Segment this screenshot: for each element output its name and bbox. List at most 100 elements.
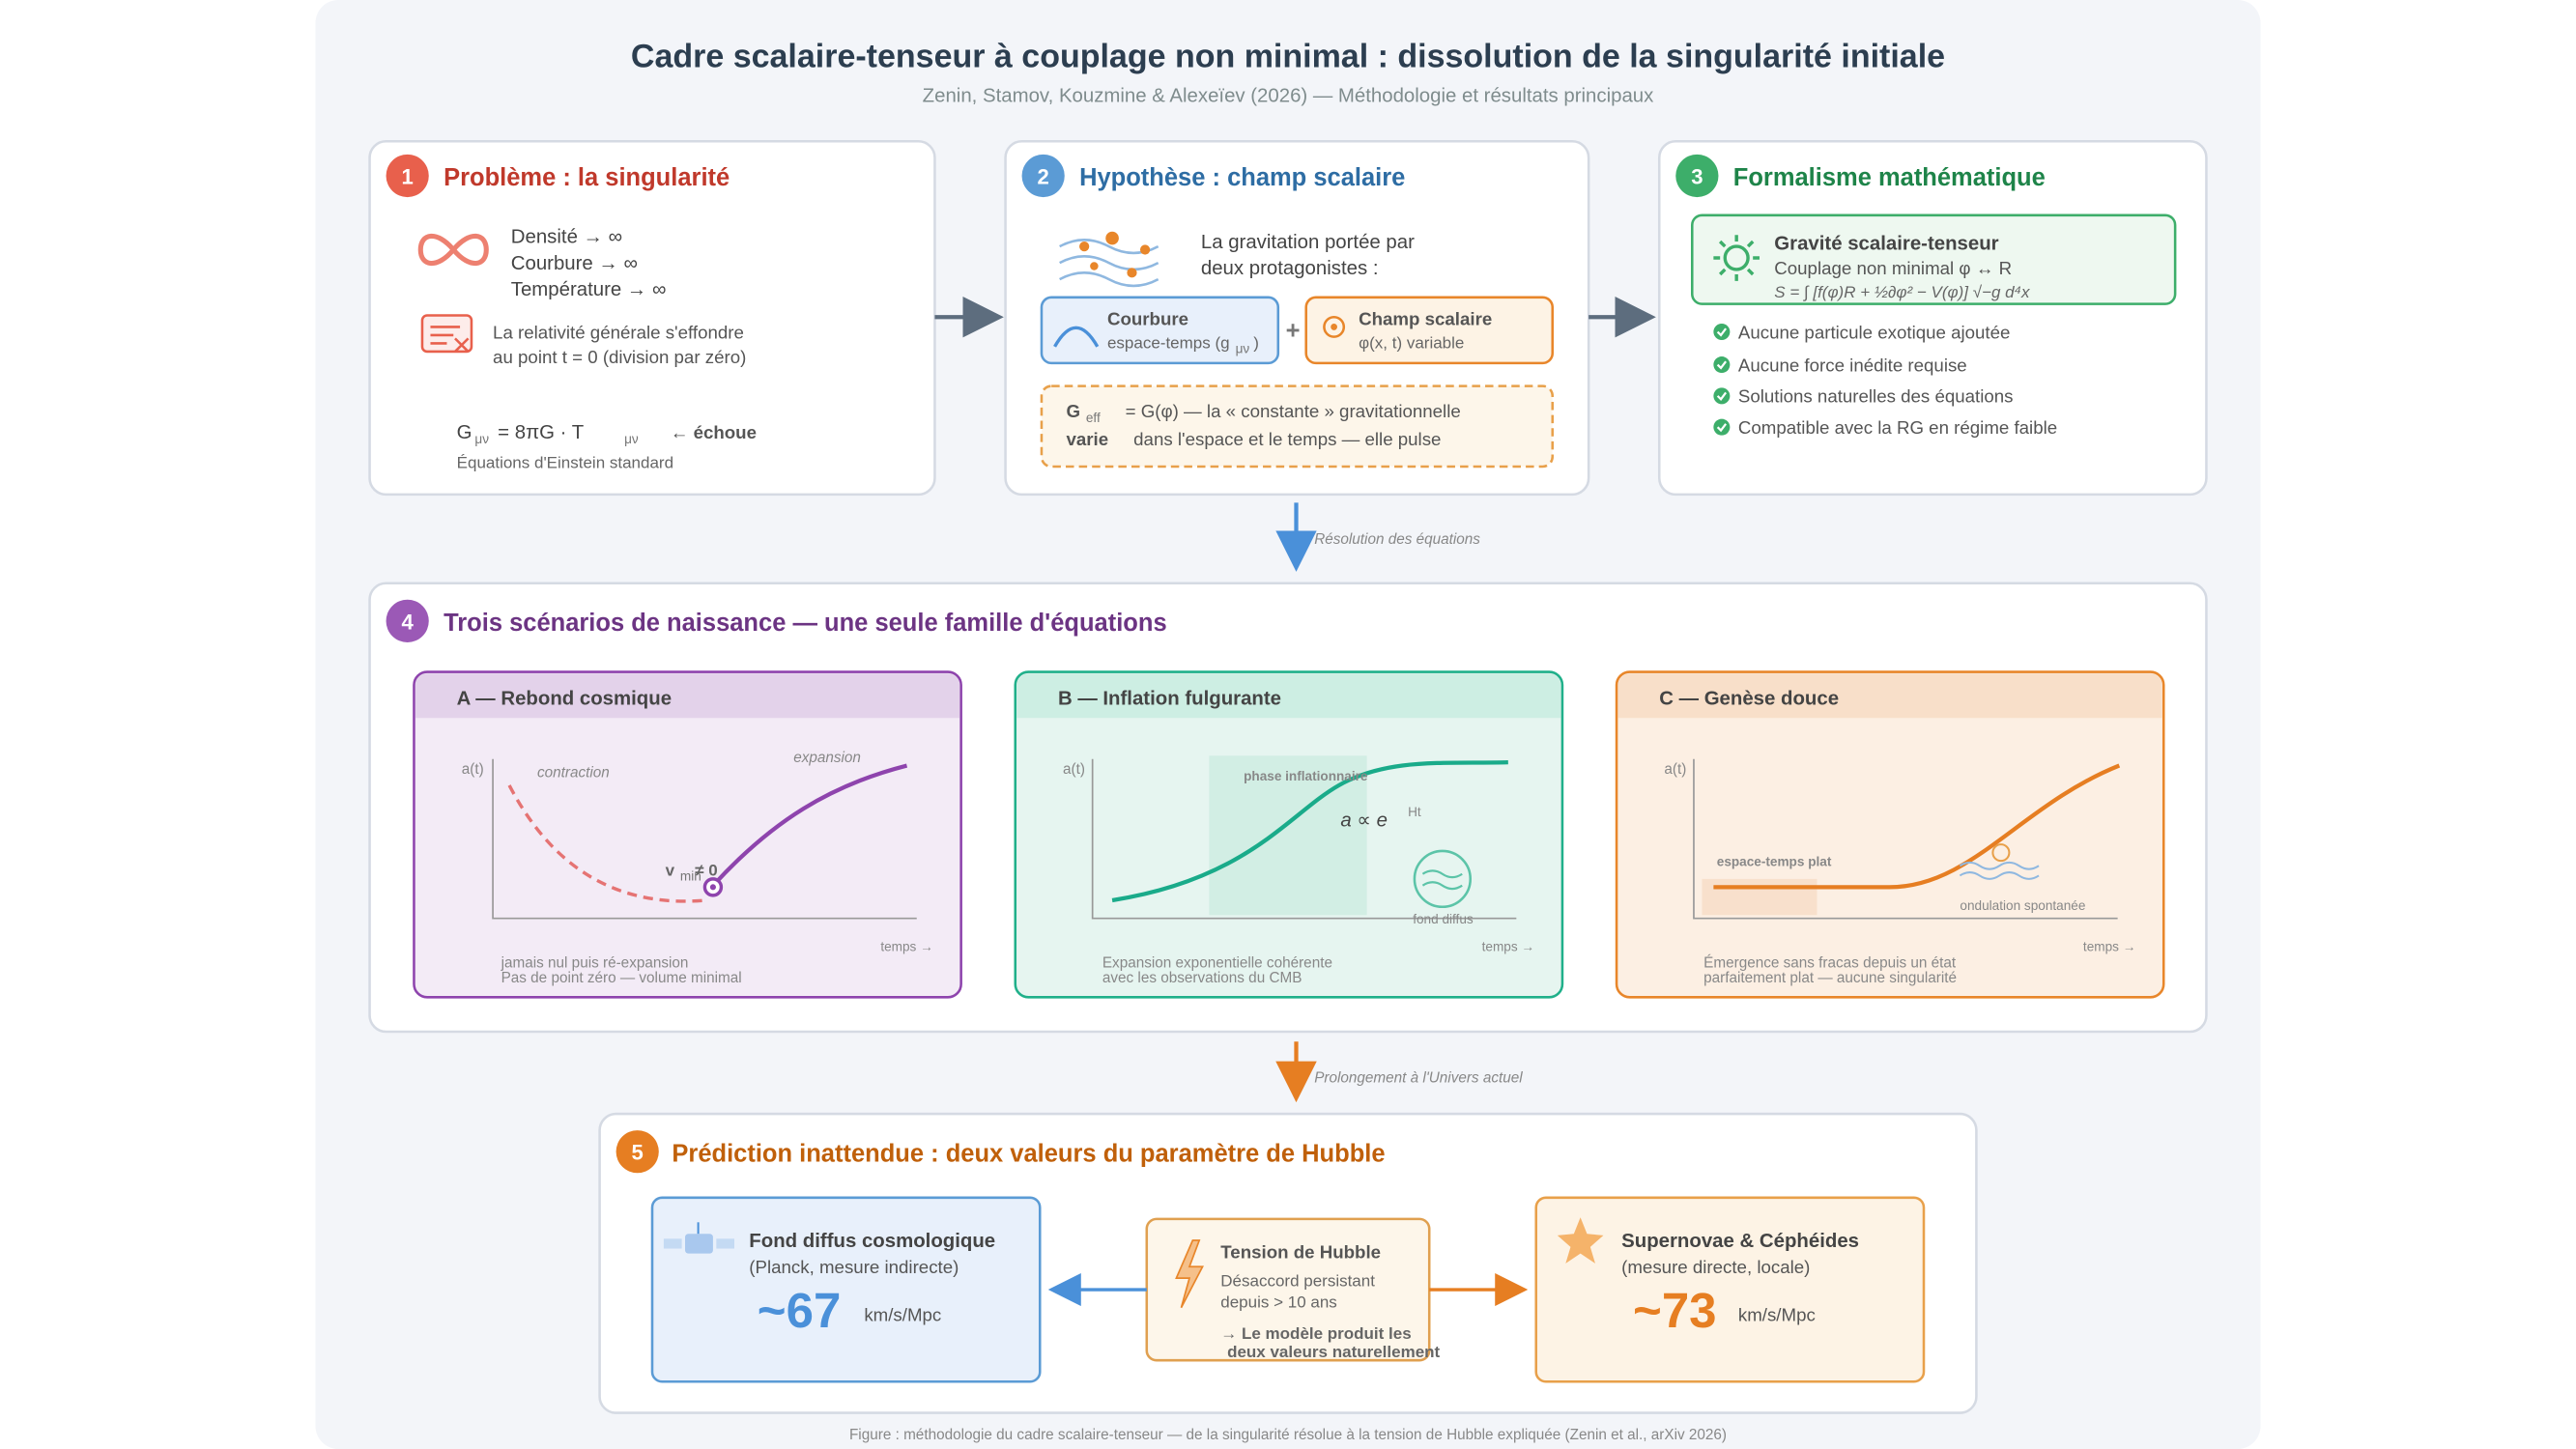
text: expansion <box>793 750 861 766</box>
text: a(t) <box>1063 761 1085 778</box>
text: deux valeurs naturellement <box>1227 1343 1440 1361</box>
check <box>1713 418 1731 436</box>
text: Gravité scalaire-tenseur <box>1774 234 1998 255</box>
dot <box>1090 262 1099 270</box>
sun-icon <box>1723 244 1750 271</box>
axes <box>1693 758 2118 920</box>
text: Aucune particule exotique ajoutée <box>1738 322 2011 342</box>
cmb-icon <box>1413 849 1473 909</box>
text: parfaitement plat — aucune singularité <box>1703 970 1957 986</box>
text: Problème : la singularité <box>444 164 730 191</box>
check <box>1713 356 1731 374</box>
text: Résolution des équations <box>1314 531 1480 548</box>
card <box>1657 139 2208 497</box>
text: (Planck, mesure indirecte) <box>749 1257 959 1277</box>
text: au point t = 0 (division par zéro) <box>493 347 746 367</box>
cmb-waves <box>1421 869 1463 891</box>
text: eff <box>1086 411 1101 425</box>
text: φ(x, t) variable <box>1359 334 1464 353</box>
ripple-icon <box>1991 843 2011 863</box>
text: Figure : méthodologie du cadre scalaire-… <box>849 1427 1727 1443</box>
text: B — Inflation fulgurante <box>1058 689 1281 710</box>
text: a(t) <box>1664 761 1686 778</box>
text: Pas de point zéro — volume minimal <box>501 970 742 986</box>
text: jamais nul puis ré-expansion <box>501 955 689 972</box>
ripple-waves <box>1959 861 2040 880</box>
text: Couplage non minimal φ ↔ R <box>1774 258 2012 278</box>
text: deux protagonistes : <box>1201 258 1379 279</box>
dot <box>1079 242 1090 252</box>
genesis-curve <box>1713 763 2121 890</box>
text: a(t) <box>462 761 484 778</box>
text: Compatible avec la RG en régime faible <box>1738 417 2057 438</box>
text: Trois scénarios de naissance — une seule… <box>444 610 1167 637</box>
text: espace-temps (g <box>1107 334 1230 353</box>
text: Courbure <box>1107 309 1188 329</box>
text: Ht <box>1408 805 1421 819</box>
axes <box>1091 758 1517 920</box>
text: 2 <box>1038 164 1049 188</box>
check <box>1713 387 1731 405</box>
text: La gravitation portée par <box>1201 232 1415 253</box>
check <box>1713 324 1731 341</box>
flat-zone <box>1702 878 1818 916</box>
text: Prolongement à l'Univers actuel <box>1314 1070 1523 1087</box>
text: Cadre scalaire-tenseur à couplage non mi… <box>631 39 1945 75</box>
text: = 8πG · T <box>498 422 584 443</box>
satellite-panel <box>716 1238 735 1249</box>
text: avec les observations du CMB <box>1102 970 1302 986</box>
text: Aucune force inédite requise <box>1738 355 1967 375</box>
badge <box>1675 154 1719 198</box>
text: + <box>1286 317 1301 344</box>
text: ≠ 0 <box>695 861 718 879</box>
text: Fond diffus cosmologique <box>749 1231 995 1252</box>
text: (mesure directe, locale) <box>1621 1257 1810 1277</box>
text: espace-temps plat <box>1717 854 1832 868</box>
text: dans l'espace et le temps — elle pulse <box>1133 429 1441 449</box>
dot <box>1127 268 1137 278</box>
text: contraction <box>537 764 610 781</box>
text: Supernovae & Céphéides <box>1621 1231 1859 1252</box>
text: v <box>666 861 675 879</box>
axes <box>492 758 917 920</box>
badge <box>615 1130 659 1174</box>
note-box <box>1040 384 1555 469</box>
text: 1 <box>402 164 414 188</box>
text: phase inflationnaire <box>1244 769 1368 783</box>
sn-box <box>1534 1196 1926 1383</box>
text: fond diffus <box>1413 912 1474 926</box>
text: Courbure → ∞ <box>511 253 638 274</box>
text: La relativité générale s'effondre <box>493 322 744 342</box>
text: μν <box>624 432 639 446</box>
text: Hypothèse : champ scalaire <box>1079 164 1405 191</box>
text: = G(φ) — la « constante » gravitationnel… <box>1126 401 1461 421</box>
text: μν <box>1236 342 1250 356</box>
text: → Le modèle produit les <box>1220 1324 1411 1343</box>
text: Formalisme mathématique <box>1733 164 2046 191</box>
scenario-header <box>1016 673 1561 719</box>
text: Prédiction inattendue : deux valeurs du … <box>672 1140 1385 1167</box>
text: ondulation spontanée <box>1960 898 2085 913</box>
text: A — Rebond cosmique <box>457 689 672 710</box>
text: ~73 <box>1633 1283 1717 1338</box>
text: Désaccord persistant <box>1220 1272 1375 1291</box>
scenario-header <box>1617 673 2162 719</box>
text: Expansion exponentielle cohérente <box>1102 955 1332 972</box>
bolt-icon <box>1175 1239 1204 1309</box>
scalar-box <box>1304 296 1555 365</box>
text: Tension de Hubble <box>1220 1242 1381 1263</box>
text: G <box>1066 401 1080 421</box>
inflation-curve <box>1111 759 1508 903</box>
text: ~67 <box>758 1283 842 1338</box>
text: temps → <box>880 940 932 954</box>
text: km/s/Mpc <box>1738 1304 1816 1324</box>
expansion-curve <box>713 763 908 886</box>
text: Zenin, Stamov, Kouzmine & Alexeïev (2026… <box>923 85 1654 106</box>
badge <box>386 154 429 198</box>
badge <box>1021 154 1065 198</box>
text: G <box>457 422 472 443</box>
satellite-panel <box>663 1238 682 1249</box>
text: varie <box>1066 429 1108 449</box>
text: Température → ∞ <box>511 279 667 300</box>
